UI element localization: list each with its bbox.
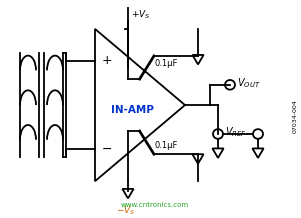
Text: 0.1μF: 0.1μF bbox=[155, 141, 178, 150]
Text: 07034-004: 07034-004 bbox=[293, 99, 297, 133]
Text: IN-AMP: IN-AMP bbox=[110, 105, 154, 115]
Text: $V_{OUT}$: $V_{OUT}$ bbox=[237, 76, 261, 90]
Text: −: − bbox=[102, 143, 112, 156]
Text: $+V_S$: $+V_S$ bbox=[131, 9, 150, 21]
Text: www.cntronics.com: www.cntronics.com bbox=[121, 202, 189, 208]
Text: $-V_S$: $-V_S$ bbox=[116, 204, 136, 217]
Text: +: + bbox=[102, 54, 112, 67]
Text: 0.1μF: 0.1μF bbox=[155, 59, 178, 68]
Text: $V_{REF}$: $V_{REF}$ bbox=[225, 125, 247, 139]
